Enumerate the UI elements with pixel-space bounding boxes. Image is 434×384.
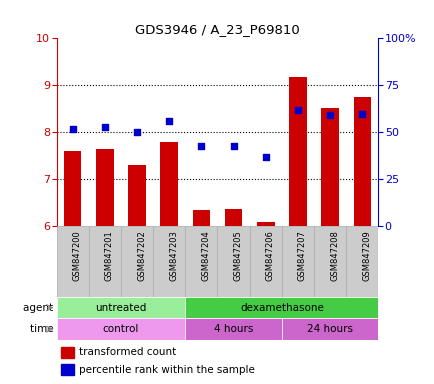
Text: GSM847209: GSM847209 [362,230,371,281]
Bar [256,222,274,227]
Point [358,111,365,117]
FancyBboxPatch shape [56,227,89,297]
FancyBboxPatch shape [153,227,185,297]
FancyBboxPatch shape [56,297,185,318]
Bar [321,108,338,227]
FancyBboxPatch shape [185,318,281,340]
Bar [61,364,73,375]
FancyBboxPatch shape [313,227,345,297]
FancyBboxPatch shape [121,227,153,297]
Text: control: control [102,324,139,334]
Bar [192,210,210,227]
Point [262,154,269,160]
Point [69,126,76,132]
Point [230,142,237,149]
Text: GSM847206: GSM847206 [265,230,274,281]
Text: GSM847204: GSM847204 [201,230,210,281]
Text: untreated: untreated [95,303,146,313]
FancyBboxPatch shape [185,297,378,318]
Point [294,107,301,113]
Bar [224,209,242,227]
Text: GSM847203: GSM847203 [169,230,178,281]
Text: GSM847202: GSM847202 [137,230,146,281]
Text: GSM847200: GSM847200 [72,230,82,281]
Text: GSM847201: GSM847201 [105,230,114,281]
Bar [289,77,306,227]
Text: dexamethasone: dexamethasone [240,303,323,313]
Text: 4 hours: 4 hours [214,324,253,334]
FancyBboxPatch shape [345,227,378,297]
Text: 24 hours: 24 hours [306,324,352,334]
Point [165,118,172,124]
Text: GSM847208: GSM847208 [329,230,339,281]
Point [326,113,333,119]
FancyBboxPatch shape [56,318,185,340]
FancyBboxPatch shape [281,227,313,297]
Text: GSM847207: GSM847207 [297,230,306,281]
Bar [128,165,145,227]
FancyBboxPatch shape [185,227,217,297]
Bar [353,97,370,227]
Text: percentile rank within the sample: percentile rank within the sample [79,365,254,375]
Point [197,142,204,149]
Bar [61,347,73,358]
Title: GDS3946 / A_23_P69810: GDS3946 / A_23_P69810 [135,23,299,36]
Text: GSM847205: GSM847205 [233,230,242,281]
FancyBboxPatch shape [217,227,249,297]
Bar [96,149,113,227]
FancyBboxPatch shape [89,227,121,297]
Bar [160,142,178,227]
Point [101,124,108,130]
Text: agent: agent [23,303,56,313]
Point [133,129,140,136]
Bar [64,151,81,227]
FancyBboxPatch shape [281,318,378,340]
Text: time: time [30,324,56,334]
Text: transformed count: transformed count [79,348,176,358]
FancyBboxPatch shape [249,227,281,297]
